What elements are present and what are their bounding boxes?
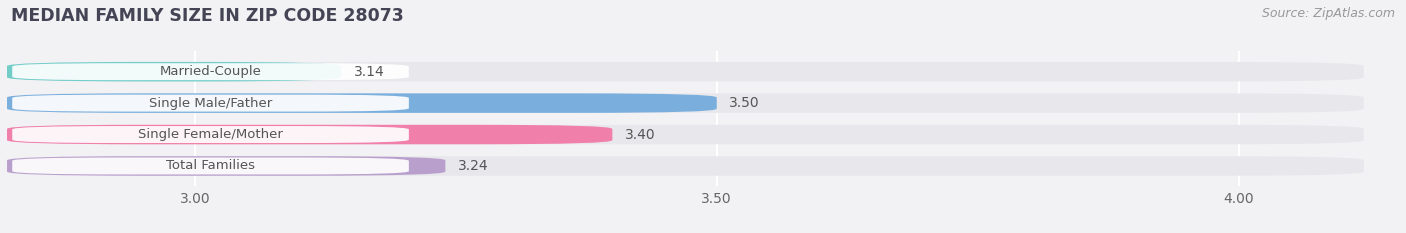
Text: 3.14: 3.14 — [353, 65, 384, 79]
FancyBboxPatch shape — [7, 125, 1364, 144]
FancyBboxPatch shape — [7, 93, 1364, 113]
Text: MEDIAN FAMILY SIZE IN ZIP CODE 28073: MEDIAN FAMILY SIZE IN ZIP CODE 28073 — [11, 7, 404, 25]
FancyBboxPatch shape — [7, 156, 446, 176]
Text: Married-Couple: Married-Couple — [160, 65, 262, 78]
Text: Single Female/Mother: Single Female/Mother — [138, 128, 283, 141]
FancyBboxPatch shape — [7, 93, 717, 113]
Text: 3.50: 3.50 — [730, 96, 759, 110]
Text: 3.24: 3.24 — [458, 159, 488, 173]
FancyBboxPatch shape — [13, 158, 409, 175]
FancyBboxPatch shape — [7, 62, 1364, 81]
FancyBboxPatch shape — [13, 126, 409, 143]
Text: Single Male/Father: Single Male/Father — [149, 97, 273, 110]
Text: Total Families: Total Families — [166, 159, 254, 172]
Text: 3.40: 3.40 — [624, 127, 655, 141]
FancyBboxPatch shape — [13, 95, 409, 112]
FancyBboxPatch shape — [7, 125, 613, 144]
Text: Source: ZipAtlas.com: Source: ZipAtlas.com — [1261, 7, 1395, 20]
FancyBboxPatch shape — [13, 63, 409, 80]
FancyBboxPatch shape — [7, 62, 342, 81]
FancyBboxPatch shape — [7, 156, 1364, 176]
